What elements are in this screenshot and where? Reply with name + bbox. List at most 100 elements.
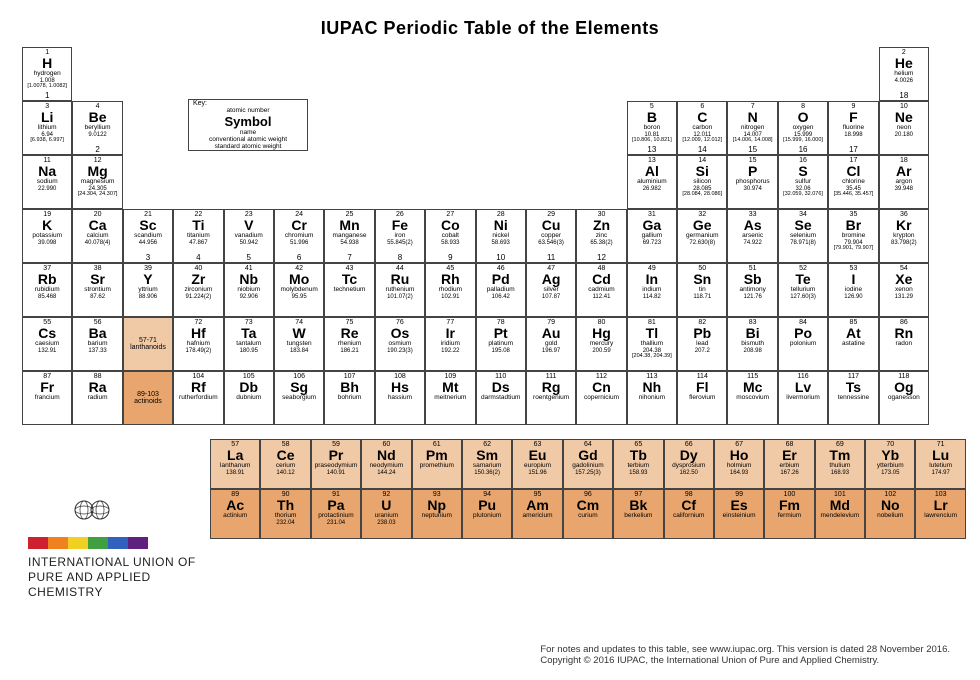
element-cell: 92Uuranium238.03 [361,489,411,539]
element-symbol: As [744,218,762,233]
element-cell: 84Popolonium [778,317,828,371]
element-name: argon [896,179,913,186]
atomic-weight: 92.906 [240,294,258,300]
element-name: ruthenium [385,287,414,294]
element-name: praseodymium [315,463,358,470]
label: actinoids [134,398,162,405]
element-name: tellurium [791,287,816,294]
element-name: samarium [473,463,502,470]
atomic-weight: 132.91 [38,348,56,354]
element-symbol: Sc [139,218,156,233]
element-name: barium [88,341,108,348]
element-cell: 104Rfrutherfordium [173,371,223,425]
atomic-weight: 150.36(2) [474,470,500,476]
element-symbol: Th [277,498,294,513]
atomic-weight: 168.93 [831,470,849,476]
element-cell: 19Kpotassium39.098 [22,209,72,263]
element-cell: 17Clchlorine35.45[35.446, 35.457] [828,155,878,209]
element-cell: 55Cscaesium132.91 [22,317,72,371]
element-symbol: N [748,110,758,125]
key-box: Key: atomic number Symbol name conventio… [188,99,308,151]
atomic-weight: 74.922 [743,240,761,246]
element-name: californium [673,513,704,520]
element-symbol: B [647,110,657,125]
element-cell: 118Ogoganesson [879,371,929,425]
element-cell: 62Smsamarium150.36(2) [462,439,512,489]
atomic-weight: 55.845(2) [387,240,413,246]
element-name: palladium [487,287,515,294]
element-cell: 10Neneon20.180 [879,101,929,155]
element-symbol: Np [427,498,446,513]
element-symbol: Hg [592,326,611,341]
element-cell: 100Fmfermium [764,489,814,539]
element-symbol: La [227,448,243,463]
atomic-weight: 88.906 [139,294,157,300]
element-cell: 31Gagallium69.723 [627,209,677,263]
element-symbol: Fm [779,498,800,513]
element-cell: 82Pblead207.2 [677,317,727,371]
element-symbol: Rg [542,380,561,395]
footer: For notes and updates to this table, see… [540,644,950,666]
element-name: curium [578,513,598,520]
element-name: fluorine [843,125,864,132]
element-name: vanadium [235,233,263,240]
element-cell: 110Dsdarmstadtium [476,371,526,425]
atomic-weight: 101.07(2) [387,294,413,300]
element-name: phosphorus [736,179,770,186]
key-atomic-number: atomic number [227,107,270,114]
element-name: bismuth [741,341,764,348]
element-name: aluminium [637,179,667,186]
atomic-weight: 18.998 [844,132,862,138]
element-cell: 33Asarsenic74.922 [727,209,777,263]
element-name: lithium [38,125,57,132]
element-symbol: Ni [494,218,508,233]
element-symbol: Ga [643,218,662,233]
element-symbol: Al [645,164,659,179]
atomic-weight: 200.59 [592,348,610,354]
element-symbol: Na [38,164,56,179]
weight-range: [204.38, 204.39] [632,354,672,360]
element-symbol: Pm [426,448,448,463]
element-symbol: Cs [38,326,56,341]
atomic-weight: 195.08 [492,348,510,354]
element-symbol: Yb [881,448,899,463]
element-symbol: Pt [494,326,508,341]
element-name: cobalt [442,233,459,240]
element-symbol: C [697,110,707,125]
atomic-weight: 30.974 [743,186,761,192]
org-name-l1: INTERNATIONAL UNION OF [28,555,208,570]
element-cell: 95Amamericium [512,489,562,539]
element-cell: 51Sbantimony121.76 [727,263,777,317]
element-name: helium [894,71,913,78]
element-symbol: W [293,326,306,341]
element-name: gadolinium [572,463,603,470]
element-name: nickel [492,233,509,240]
element-name: darmstadtium [481,395,520,402]
element-symbol: Pr [329,448,344,463]
element-name: hafnium [187,341,210,348]
element-name: lawrencium [924,513,957,520]
element-cell: 115Mcmoscovium [727,371,777,425]
element-symbol: Rb [38,272,57,287]
element-symbol: H [42,56,52,71]
element-symbol: Tc [342,272,357,287]
element-name: berkelium [624,513,652,520]
element-name: technetium [334,287,366,294]
atomic-weight: 151.96 [528,470,546,476]
globe-icon [72,494,112,526]
element-symbol: Og [894,380,913,395]
element-symbol: Ir [446,326,455,341]
element-cell: 36Krkrypton83.798(2) [879,209,929,263]
element-name: thallium [641,341,663,348]
element-cell: 32Gegermanium72.630(8) [677,209,727,263]
element-cell: 108Hshassium [375,371,425,425]
atomic-weight: 22.990 [38,186,56,192]
element-cell: 73Tatantalum180.95 [224,317,274,371]
element-name: actinium [223,513,247,520]
element-name: boron [644,125,661,132]
element-name: hydrogen [34,71,61,78]
element-symbol: Cf [681,498,696,513]
atomic-weight: 26.982 [643,186,661,192]
element-name: platinum [488,341,513,348]
element-name: lead [696,341,708,348]
